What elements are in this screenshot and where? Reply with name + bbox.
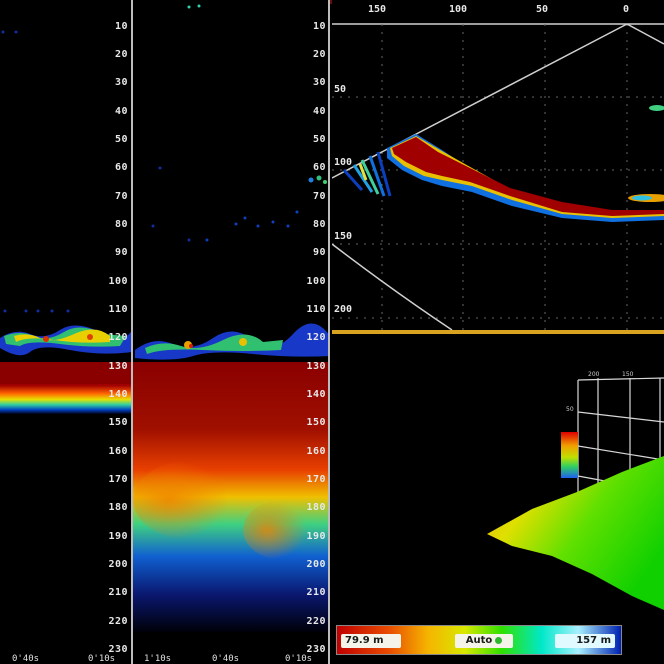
depth-color-bar[interactable]: 79.9 m Auto 157 m (336, 625, 622, 655)
depth-label: 30 (114, 77, 128, 88)
depth-label: 50 (114, 134, 128, 145)
depth-label: 160 (306, 446, 326, 457)
depth-label: 180 (306, 502, 326, 513)
range-label-x: 100 (449, 4, 468, 15)
depth-label: 150 (108, 417, 128, 428)
panel-divider-horizontal[interactable] (332, 330, 664, 334)
range-label-x: 0 (623, 4, 630, 15)
time-label: 0'10s (88, 654, 116, 664)
depth-label: 10 (114, 21, 128, 32)
depth-label: 90 (312, 247, 326, 258)
seabed-3d-panel[interactable]: 200 150 50 (332, 334, 664, 664)
depth-label: 90 (114, 247, 128, 258)
depth-label: 170 (306, 474, 326, 485)
depth-label: 130 (108, 361, 128, 372)
depth-label: 220 (306, 616, 326, 627)
depth-label: 40 (114, 106, 128, 117)
depth-label: 30 (312, 77, 326, 88)
depth-label: 40 (312, 106, 326, 117)
echogram-mid-image (133, 4, 330, 632)
depth-label: 140 (306, 389, 326, 400)
depth-label: 50 (312, 134, 326, 145)
time-label: 0'40s (212, 654, 240, 664)
depth-label: 20 (312, 49, 326, 60)
range-label-y: 100 (334, 157, 353, 168)
range-label-y: 200 (334, 304, 353, 315)
range-label-x: 150 (368, 4, 387, 15)
depth-label: 230 (108, 644, 128, 655)
depth-label: 120 (108, 332, 128, 343)
axis-label-3d: 50 (566, 406, 574, 413)
depth-label: 140 (108, 389, 128, 400)
depth-label: 190 (306, 531, 326, 542)
depth-label: 70 (312, 191, 326, 202)
sonar-sector-panel[interactable]: 150 100 50 0 50 100 150 200 (332, 0, 664, 332)
echogram-left-panel[interactable] (0, 0, 132, 664)
depth-label: 100 (306, 276, 326, 287)
seabed-3d-image (487, 377, 664, 610)
depth-label: 210 (108, 587, 128, 598)
depth-label: 60 (312, 162, 326, 173)
depth-label: 110 (108, 304, 128, 315)
echogram-divider-right[interactable] (328, 0, 330, 664)
depth-label: 10 (312, 21, 326, 32)
time-label: 0'10s (285, 654, 313, 664)
range-label-y: 50 (334, 84, 347, 95)
echogram-mid-panel[interactable] (133, 0, 330, 664)
axis-label-3d: 150 (622, 371, 634, 378)
depth-label: 60 (114, 162, 128, 173)
sonar-sector-image (332, 23, 664, 332)
depth-label: 110 (306, 304, 326, 315)
depth-label: 180 (108, 502, 128, 513)
depth-label: 150 (306, 417, 326, 428)
depth-label: 80 (114, 219, 128, 230)
depth-label: 210 (306, 587, 326, 598)
axis-label-3d: 200 (588, 371, 600, 378)
status-dot-icon (495, 636, 503, 644)
depth-label: 120 (306, 332, 326, 343)
depth-label: 80 (312, 219, 326, 230)
depth-label: 220 (108, 616, 128, 627)
time-label: 1'10s (144, 654, 172, 664)
depth-label: 200 (108, 559, 128, 570)
colorbar-auto-label: Auto (465, 635, 493, 646)
depth-label: 20 (114, 49, 128, 60)
colorbar-min-value[interactable]: 79.9 m (341, 634, 401, 648)
range-label-x: 50 (536, 4, 549, 15)
colorbar-auto-button[interactable]: Auto (455, 634, 513, 648)
depth-label: 200 (306, 559, 326, 570)
depth-label: 230 (306, 644, 326, 655)
echogram-left-image (0, 30, 132, 414)
depth-label: 70 (114, 191, 128, 202)
colorbar-max-value[interactable]: 157 m (555, 634, 615, 648)
depth-label: 190 (108, 531, 128, 542)
depth-label: 170 (108, 474, 128, 485)
time-label: 0'40s (12, 654, 40, 664)
depth-label: 160 (108, 446, 128, 457)
range-label-y: 150 (334, 231, 353, 242)
depth-label: 100 (108, 276, 128, 287)
echogram-divider-left[interactable] (131, 0, 133, 664)
depth-label: 130 (306, 361, 326, 372)
